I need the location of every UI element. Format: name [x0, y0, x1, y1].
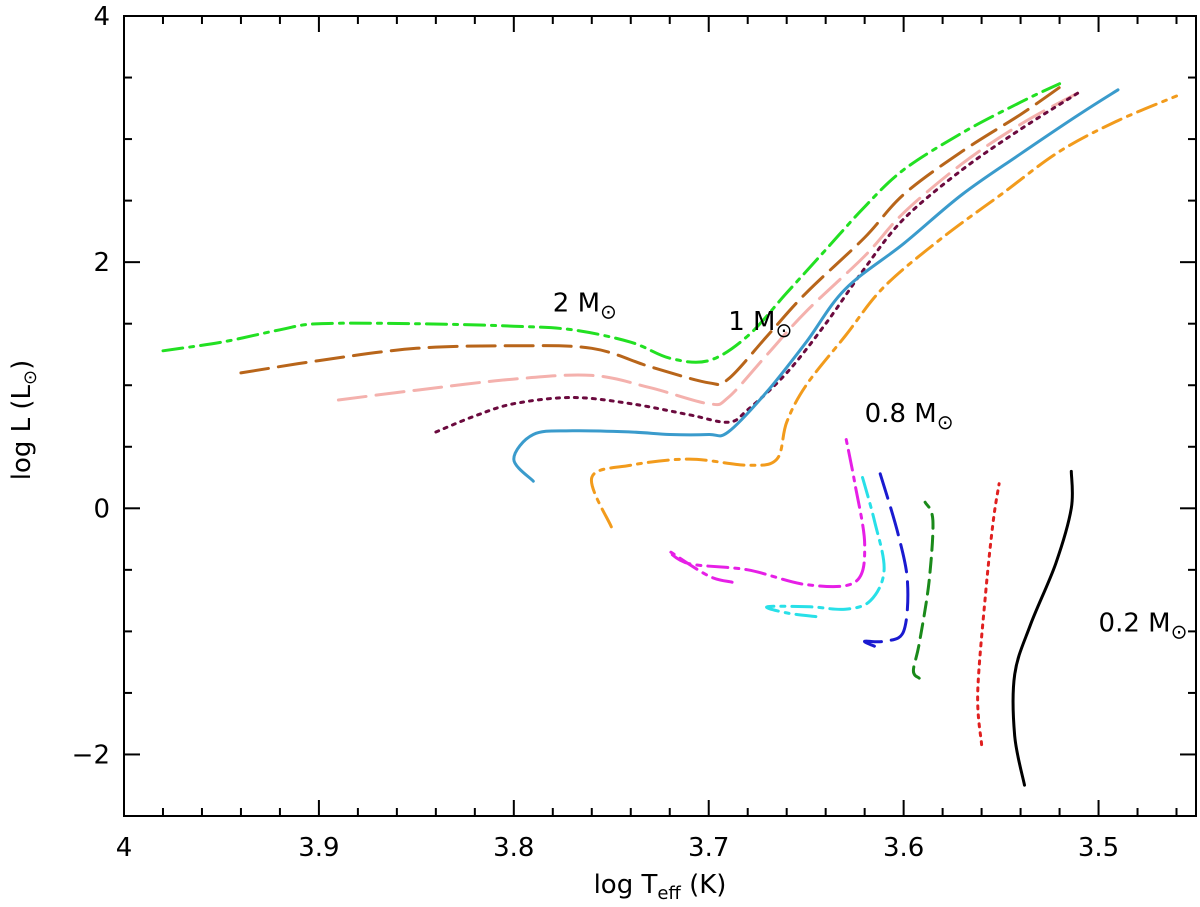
track-0-2-msun	[1011, 469, 1074, 787]
y-tick-label: 4	[93, 2, 110, 32]
x-tick-label: 3.5	[1078, 833, 1119, 863]
x-axis-log: log T	[594, 870, 658, 900]
x-axis-unit: (K)	[681, 870, 727, 900]
mass-label-text: 0.2 M	[1099, 608, 1171, 638]
y-tick-label: 2	[93, 248, 110, 278]
mass-label: 2 M⊙	[553, 288, 617, 323]
mass-label: 0.2 M⊙	[1099, 608, 1188, 643]
ticks: 4 3.9 3.8 3.7 3.6 3.5 −2 0 2 4	[72, 2, 1196, 863]
mass-label: 0.8 M⊙	[865, 399, 954, 434]
track-1-6-msun	[336, 90, 1081, 407]
sun-symbol: ⊙	[775, 318, 792, 342]
x-tick-label: 4	[116, 833, 133, 863]
x-tick-label: 3.6	[883, 833, 924, 863]
x-axis-title: log Teff (K)	[594, 870, 727, 904]
track-1-2-msun	[512, 88, 1120, 483]
track-0-3-msun	[976, 482, 1001, 747]
x-axis-sub: eff	[657, 883, 681, 904]
sun-symbol: ⊙	[937, 410, 954, 434]
mass-label-text: 2 M	[553, 288, 600, 318]
track-1-4-msun	[434, 90, 1081, 434]
x-tick-label: 3.9	[298, 833, 339, 863]
annotations: 2 M⊙ 1 M⊙0.8 M⊙0.2 M⊙	[553, 288, 1188, 643]
x-tick-label: 3.8	[493, 833, 534, 863]
sun-symbol: ⊙	[1171, 619, 1188, 643]
sun-symbol: ⊙	[600, 299, 617, 323]
y-tick-label: −2	[72, 740, 110, 770]
track-0-6-msun	[863, 472, 910, 648]
y-tick-label: 0	[93, 494, 110, 524]
y-axis-title: log L (L⊙)	[7, 360, 41, 481]
x-tick-label: 3.7	[688, 833, 729, 863]
curves	[161, 82, 1178, 787]
track-1-0-msun	[590, 94, 1178, 529]
track-2-0-msun	[161, 82, 1062, 364]
track-0-5-msun	[911, 500, 935, 680]
track-1-8-msun	[239, 85, 1062, 387]
mass-label: 1 M⊙	[728, 307, 792, 342]
track-0-8-msun	[667, 433, 867, 589]
axes-box	[123, 15, 1197, 817]
plot-frame	[123, 15, 1197, 817]
axis-titles: log Teff (K) log L (L⊙)	[7, 360, 726, 904]
track-0-7-msun	[765, 469, 886, 619]
mass-label-text: 0.8 M	[865, 399, 937, 429]
mass-label-text: 1 M	[728, 307, 775, 337]
